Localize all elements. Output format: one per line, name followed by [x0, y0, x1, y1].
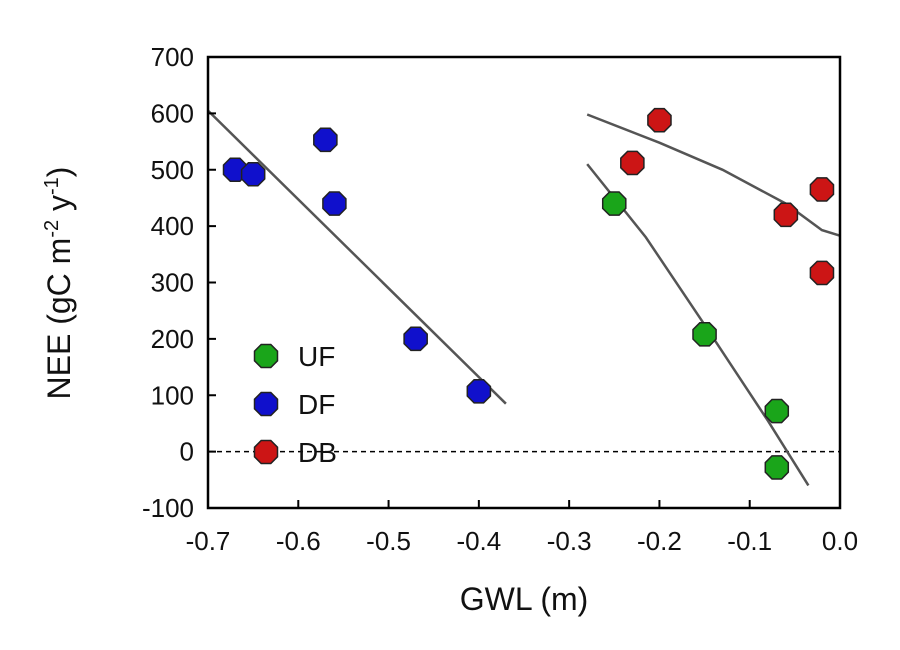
- data-point-df: [466, 379, 492, 404]
- x-axis-title: GWL (m): [460, 581, 589, 617]
- data-point-df: [403, 326, 428, 352]
- x-tick-label: -0.2: [637, 526, 682, 556]
- y-tick-label: 400: [151, 211, 194, 241]
- legend-label-db: DB: [298, 437, 337, 468]
- data-point-df: [240, 161, 266, 187]
- x-tick-label: 0.0: [822, 526, 858, 556]
- data-point-db: [620, 150, 645, 176]
- legend-marker-uf: [253, 343, 279, 369]
- y-tick-label: 700: [151, 42, 194, 72]
- x-tick-label: -0.3: [547, 526, 592, 556]
- x-tick-label: -0.7: [186, 526, 231, 556]
- legend-marker-db: [253, 439, 279, 465]
- data-point-db: [773, 202, 799, 228]
- data-point-df: [313, 127, 338, 153]
- fit-line-db: [586, 113, 841, 237]
- y-tick-label: 500: [151, 155, 194, 185]
- x-tick-label: -0.6: [276, 526, 321, 556]
- fit-line-df: [207, 109, 507, 405]
- data-point-uf: [692, 322, 717, 347]
- legend-marker-df: [253, 391, 279, 417]
- data-point-db: [809, 260, 835, 286]
- y-axis-title: NEE (gC m-2 y-1): [41, 167, 77, 400]
- data-point-uf: [764, 455, 790, 480]
- data-point-df: [322, 191, 347, 216]
- data-point-db: [809, 177, 835, 202]
- x-tick-label: -0.4: [456, 526, 501, 556]
- data-point-uf: [764, 398, 790, 424]
- y-tick-label: 100: [151, 380, 194, 410]
- legend-label-df: DF: [298, 389, 335, 420]
- y-tick-label: 200: [151, 324, 194, 354]
- y-tick-label: 600: [151, 98, 194, 128]
- legend-label-uf: UF: [298, 341, 335, 372]
- x-tick-label: -0.1: [727, 526, 772, 556]
- data-point-df: [222, 157, 248, 183]
- data-point-db: [647, 107, 672, 133]
- x-tick-label: -0.5: [366, 526, 411, 556]
- y-tick-label: 0: [180, 437, 194, 467]
- y-tick-label: -100: [142, 493, 194, 523]
- data-point-uf: [601, 191, 627, 216]
- y-tick-label: 300: [151, 268, 194, 298]
